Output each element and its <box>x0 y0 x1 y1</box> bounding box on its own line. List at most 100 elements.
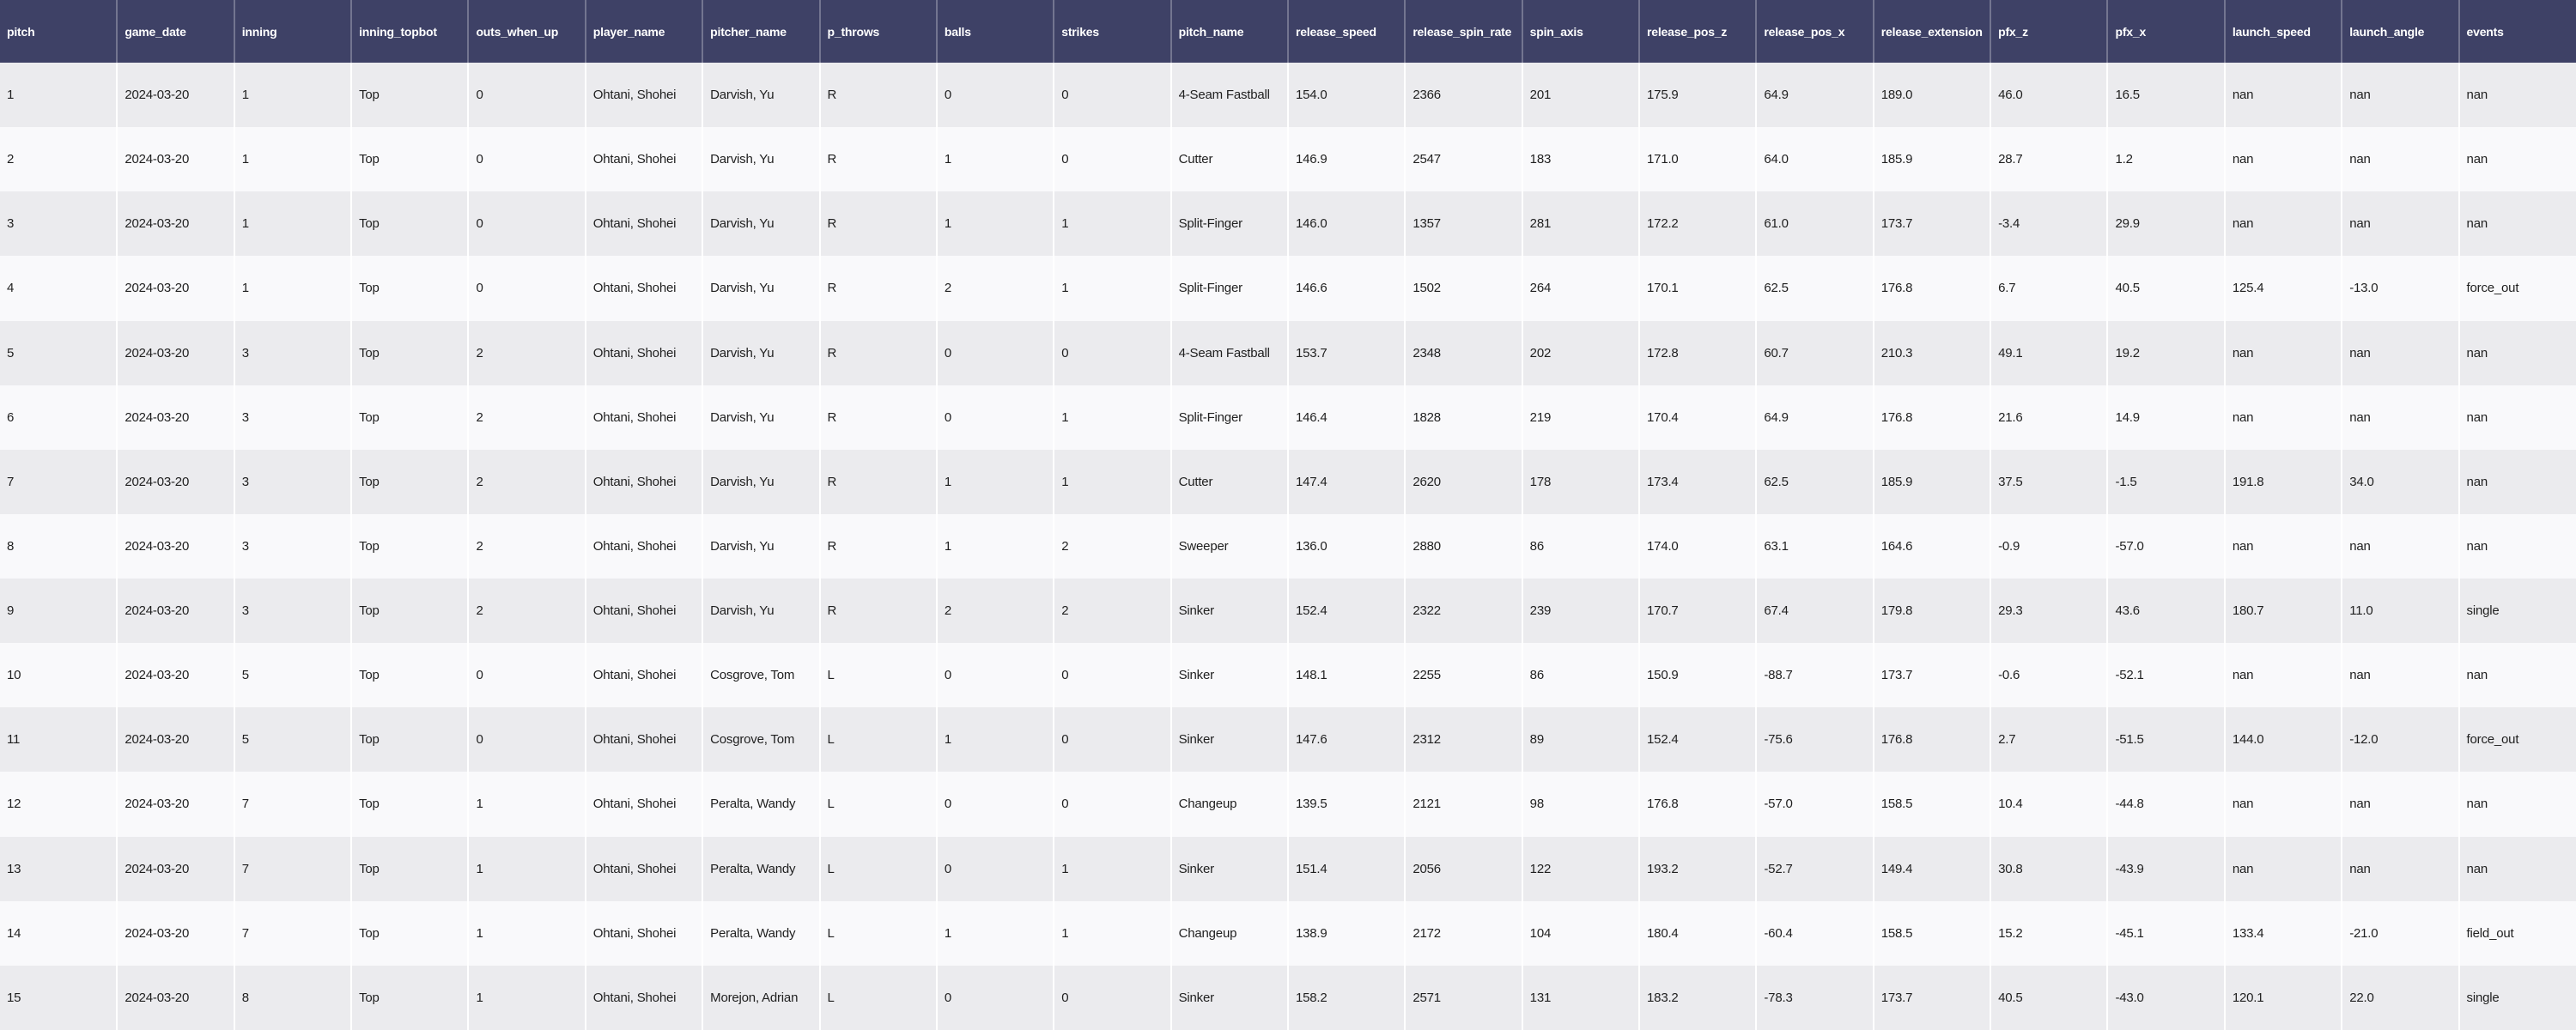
cell-events[interactable]: single <box>2458 965 2576 1030</box>
cell-spin_axis[interactable]: 178 <box>1521 449 1640 514</box>
column-header-pitcher_name[interactable]: pitcher_name <box>702 0 820 63</box>
cell-release_speed[interactable]: 147.6 <box>1286 707 1406 772</box>
cell-release_pos_x[interactable]: 62.5 <box>1755 256 1874 321</box>
cell-pitcher_name[interactable]: Darvish, Yu <box>702 579 820 644</box>
cell-pitcher_name[interactable]: Darvish, Yu <box>702 385 820 450</box>
cell-player_name[interactable]: Ohtani, Shohei <box>584 449 703 514</box>
cell-release_spin_rate[interactable]: 2880 <box>1404 513 1522 579</box>
cell-strikes[interactable]: 1 <box>1053 385 1171 450</box>
cell-pfx_z[interactable]: 2.7 <box>1990 707 2108 772</box>
cell-strikes[interactable]: 1 <box>1053 256 1171 321</box>
cell-p_throws[interactable]: R <box>818 513 937 579</box>
cell-release_pos_x[interactable]: -57.0 <box>1755 772 1874 837</box>
cell-game_date[interactable]: 2024-03-20 <box>116 449 234 514</box>
cell-game_date[interactable]: 2024-03-20 <box>116 579 234 644</box>
column-header-p_throws[interactable]: p_throws <box>818 0 937 63</box>
cell-events[interactable]: force_out <box>2458 707 2576 772</box>
cell-events[interactable]: nan <box>2458 127 2576 192</box>
cell-release_spin_rate[interactable]: 1502 <box>1404 256 1522 321</box>
column-header-pitch[interactable]: pitch <box>0 0 118 63</box>
cell-balls[interactable]: 0 <box>935 772 1054 837</box>
cell-events[interactable]: nan <box>2458 449 2576 514</box>
cell-release_pos_z[interactable]: 172.8 <box>1638 320 1757 385</box>
cell-inning_topbot[interactable]: Top <box>350 643 469 708</box>
cell-release_spin_rate[interactable]: 1828 <box>1404 385 1522 450</box>
cell-release_pos_z[interactable]: 193.2 <box>1638 836 1757 901</box>
cell-game_date[interactable]: 2024-03-20 <box>116 836 234 901</box>
cell-strikes[interactable]: 0 <box>1053 643 1171 708</box>
cell-release_pos_z[interactable]: 170.1 <box>1638 256 1757 321</box>
cell-outs_when_up[interactable]: 0 <box>467 256 586 321</box>
cell-launch_angle[interactable]: 22.0 <box>2341 965 2459 1030</box>
cell-strikes[interactable]: 0 <box>1053 63 1171 128</box>
cell-pfx_z[interactable]: 49.1 <box>1990 320 2108 385</box>
cell-game_date[interactable]: 2024-03-20 <box>116 772 234 837</box>
cell-release_extension[interactable]: 158.5 <box>1872 772 1991 837</box>
cell-events[interactable]: nan <box>2458 836 2576 901</box>
cell-inning_topbot[interactable]: Top <box>350 513 469 579</box>
cell-strikes[interactable]: 1 <box>1053 836 1171 901</box>
cell-player_name[interactable]: Ohtani, Shohei <box>584 900 703 966</box>
cell-release_pos_x[interactable]: -52.7 <box>1755 836 1874 901</box>
cell-release_pos_z[interactable]: 176.8 <box>1638 772 1757 837</box>
cell-launch_speed[interactable]: nan <box>2223 385 2342 450</box>
cell-release_pos_z[interactable]: 175.9 <box>1638 63 1757 128</box>
cell-pitcher_name[interactable]: Darvish, Yu <box>702 191 820 257</box>
cell-events[interactable]: single <box>2458 579 2576 644</box>
cell-spin_axis[interactable]: 219 <box>1521 385 1640 450</box>
cell-inning_topbot[interactable]: Top <box>350 707 469 772</box>
cell-release_pos_x[interactable]: 63.1 <box>1755 513 1874 579</box>
cell-release_extension[interactable]: 185.9 <box>1872 449 1991 514</box>
cell-release_pos_z[interactable]: 171.0 <box>1638 127 1757 192</box>
cell-release_pos_x[interactable]: 64.9 <box>1755 63 1874 128</box>
cell-balls[interactable]: 0 <box>935 320 1054 385</box>
cell-strikes[interactable]: 1 <box>1053 449 1171 514</box>
cell-pfx_x[interactable]: 16.5 <box>2106 63 2225 128</box>
cell-release_extension[interactable]: 173.7 <box>1872 965 1991 1030</box>
cell-pfx_z[interactable]: 10.4 <box>1990 772 2108 837</box>
cell-inning[interactable]: 3 <box>233 449 352 514</box>
cell-player_name[interactable]: Ohtani, Shohei <box>584 579 703 644</box>
cell-balls[interactable]: 0 <box>935 836 1054 901</box>
cell-player_name[interactable]: Ohtani, Shohei <box>584 256 703 321</box>
cell-release_speed[interactable]: 146.6 <box>1286 256 1406 321</box>
cell-p_throws[interactable]: L <box>818 900 937 966</box>
cell-pitch_name[interactable]: Split-Finger <box>1170 385 1288 450</box>
cell-launch_speed[interactable]: nan <box>2223 320 2342 385</box>
cell-pitch[interactable]: 8 <box>0 513 118 579</box>
cell-outs_when_up[interactable]: 2 <box>467 385 586 450</box>
cell-player_name[interactable]: Ohtani, Shohei <box>584 513 703 579</box>
cell-p_throws[interactable]: L <box>818 643 937 708</box>
cell-pitch_name[interactable]: Sinker <box>1170 965 1288 1030</box>
cell-inning[interactable]: 5 <box>233 643 352 708</box>
cell-pitch_name[interactable]: Sinker <box>1170 643 1288 708</box>
cell-player_name[interactable]: Ohtani, Shohei <box>584 191 703 257</box>
cell-inning[interactable]: 3 <box>233 385 352 450</box>
cell-pfx_x[interactable]: 1.2 <box>2106 127 2225 192</box>
cell-pitch[interactable]: 10 <box>0 643 118 708</box>
cell-outs_when_up[interactable]: 0 <box>467 643 586 708</box>
cell-release_speed[interactable]: 146.4 <box>1286 385 1406 450</box>
cell-inning_topbot[interactable]: Top <box>350 63 469 128</box>
cell-events[interactable]: field_out <box>2458 900 2576 966</box>
cell-inning[interactable]: 7 <box>233 772 352 837</box>
cell-inning[interactable]: 1 <box>233 191 352 257</box>
cell-release_speed[interactable]: 146.9 <box>1286 127 1406 192</box>
cell-pfx_z[interactable]: 28.7 <box>1990 127 2108 192</box>
cell-launch_speed[interactable]: 191.8 <box>2223 449 2342 514</box>
cell-pfx_x[interactable]: -45.1 <box>2106 900 2225 966</box>
cell-inning_topbot[interactable]: Top <box>350 900 469 966</box>
cell-p_throws[interactable]: L <box>818 836 937 901</box>
cell-balls[interactable]: 2 <box>935 579 1054 644</box>
cell-spin_axis[interactable]: 122 <box>1521 836 1640 901</box>
cell-release_spin_rate[interactable]: 2322 <box>1404 579 1522 644</box>
column-header-spin_axis[interactable]: spin_axis <box>1521 0 1640 63</box>
column-header-game_date[interactable]: game_date <box>116 0 234 63</box>
cell-events[interactable]: nan <box>2458 63 2576 128</box>
column-header-release_pos_z[interactable]: release_pos_z <box>1638 0 1757 63</box>
cell-balls[interactable]: 1 <box>935 900 1054 966</box>
cell-strikes[interactable]: 0 <box>1053 127 1171 192</box>
cell-pfx_z[interactable]: 21.6 <box>1990 385 2108 450</box>
cell-release_spin_rate[interactable]: 2348 <box>1404 320 1522 385</box>
cell-spin_axis[interactable]: 183 <box>1521 127 1640 192</box>
